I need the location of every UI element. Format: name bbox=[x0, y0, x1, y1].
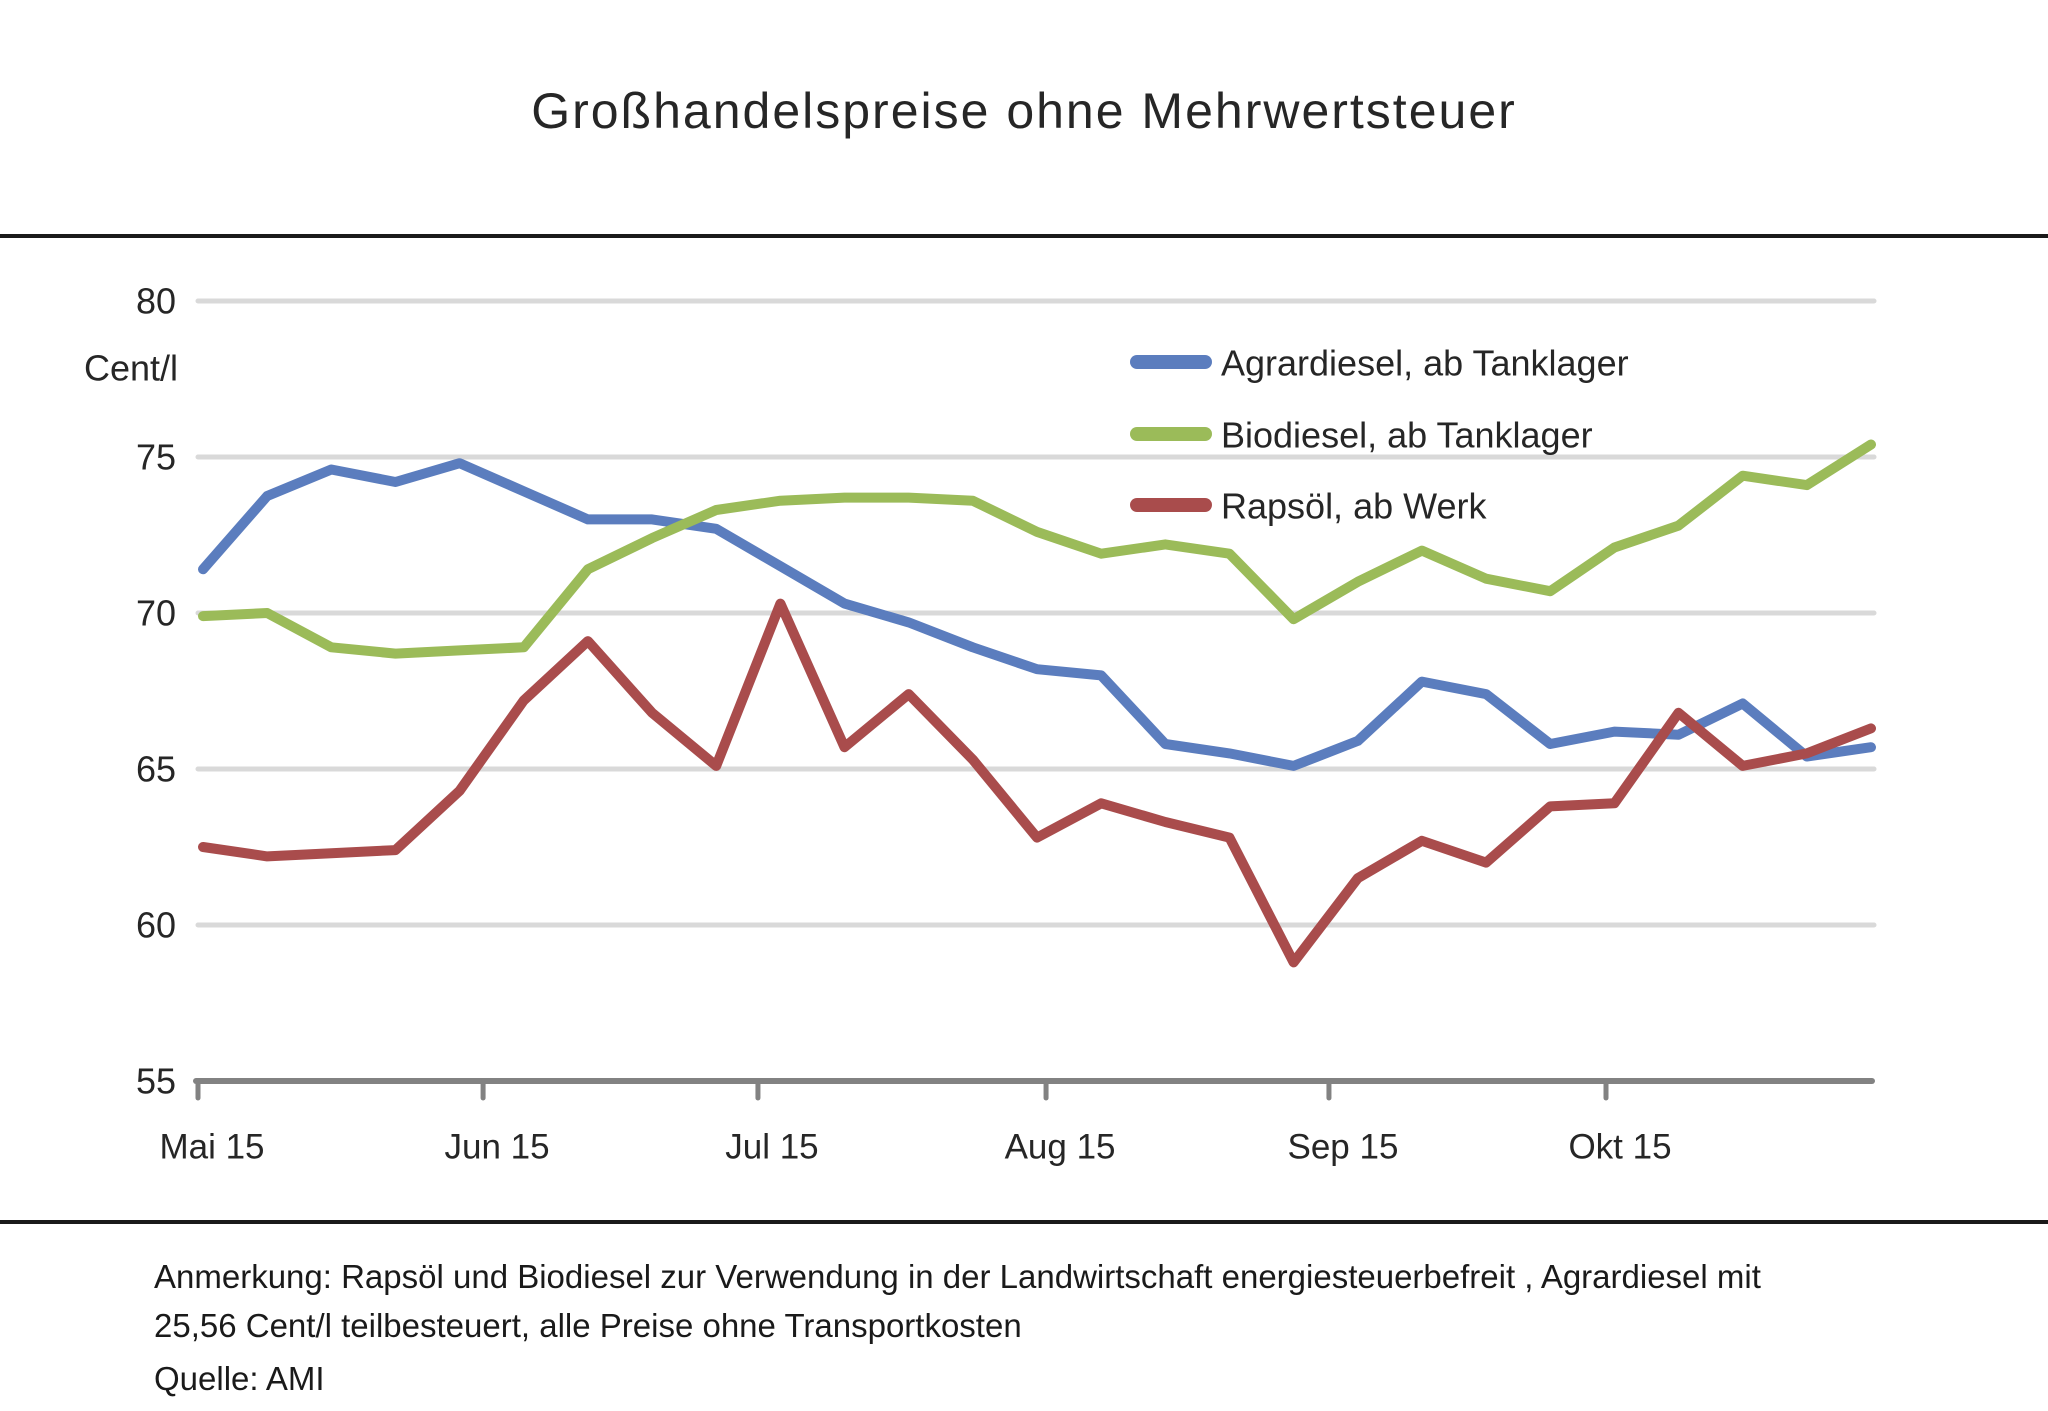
footnote-line-1: Anmerkung: Rapsöl und Biodiesel zur Verw… bbox=[154, 1258, 1761, 1295]
y-tick-label-75: 75 bbox=[136, 437, 176, 478]
y-tick-label-80: 80 bbox=[136, 281, 176, 322]
series-line-0 bbox=[198, 458, 1876, 771]
legend-label-2: Rapsöl, ab Werk bbox=[1221, 486, 1487, 527]
series-line-2 bbox=[198, 598, 1876, 968]
footnote-line-2: 25,56 Cent/l teilbesteuert, alle Preise … bbox=[154, 1307, 1022, 1344]
legend-label-0: Agrardiesel, ab Tanklager bbox=[1221, 343, 1629, 384]
y-tick-label-70: 70 bbox=[136, 593, 176, 634]
legend-label-1: Biodiesel, ab Tanklager bbox=[1221, 415, 1593, 456]
source-line: Quelle: AMI bbox=[154, 1360, 325, 1397]
legend-swatch-0 bbox=[1130, 355, 1212, 369]
legend-swatch-1 bbox=[1130, 427, 1212, 441]
x-axis-label-0: Mai 15 bbox=[159, 1128, 264, 1167]
x-axis-label-1: Jun 15 bbox=[445, 1128, 550, 1167]
y-tick-label-60: 60 bbox=[136, 905, 176, 946]
chart-title: Großhandelspreise ohne Mehrwertsteuer bbox=[531, 83, 1517, 139]
x-axis-label-5: Okt 15 bbox=[1568, 1128, 1671, 1167]
footnote-block: Anmerkung: Rapsöl und Biodiesel zur Verw… bbox=[154, 1252, 2014, 1403]
x-axis-label-4: Sep 15 bbox=[1287, 1128, 1398, 1167]
y-tick-label-55: 55 bbox=[136, 1061, 176, 1102]
top-separator bbox=[0, 234, 2048, 238]
y-axis-unit-label: Cent/l bbox=[84, 348, 178, 389]
x-axis-label-2: Jul 15 bbox=[725, 1128, 818, 1167]
x-axis-label-3: Aug 15 bbox=[1005, 1128, 1116, 1167]
y-tick-label-65: 65 bbox=[136, 749, 176, 790]
legend-swatch-2 bbox=[1130, 498, 1212, 512]
bottom-separator bbox=[0, 1220, 2048, 1224]
series-line-1 bbox=[198, 439, 1876, 659]
